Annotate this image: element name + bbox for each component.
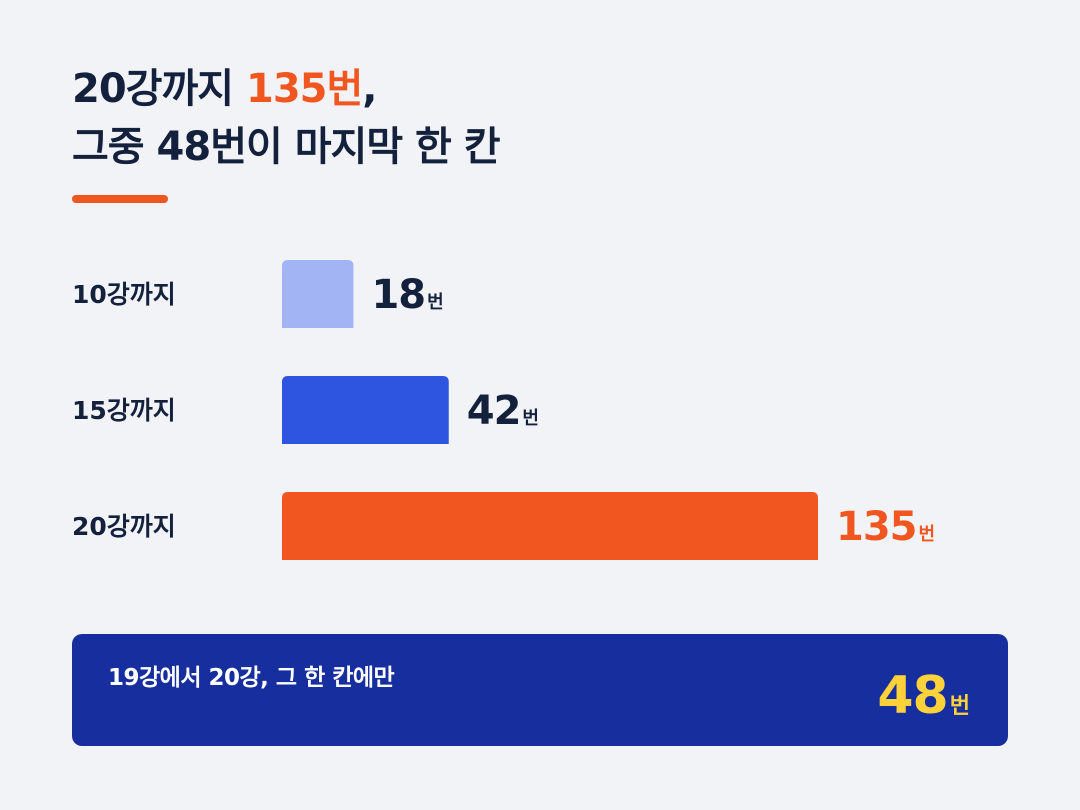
title-line1-suffix: , <box>362 66 377 112</box>
title-line1-accent: 135번 <box>246 66 363 112</box>
bar <box>282 260 354 328</box>
chart-title: 20강까지 135번, 그중 48번이 마지막 한 칸 <box>72 60 501 176</box>
bar <box>282 492 818 560</box>
category-label: 20강까지 <box>72 512 176 541</box>
callout-unit: 번 <box>949 694 970 719</box>
data-label: 135 번 <box>836 504 935 550</box>
callout-number: 48 <box>877 666 948 726</box>
data-label: 18 번 <box>371 272 443 318</box>
bar-chart: 10강까지 18 번 15강까지 42 번 20강까지 135 번 <box>72 260 935 560</box>
callout-value: 48번 <box>877 666 970 726</box>
bar <box>282 376 449 444</box>
data-label: 42 번 <box>467 388 539 434</box>
title-line1-prefix: 20강까지 <box>72 66 246 112</box>
title-underline <box>72 195 168 203</box>
category-label: 15강까지 <box>72 396 176 425</box>
title-line2: 그중 48번이 마지막 한 칸 <box>72 124 501 170</box>
callout-text: 19강에서 20강, 그 한 칸에만 <box>108 665 395 691</box>
callout-box: 19강에서 20강, 그 한 칸에만 48번 <box>72 634 1008 746</box>
category-label: 10강까지 <box>72 280 176 309</box>
